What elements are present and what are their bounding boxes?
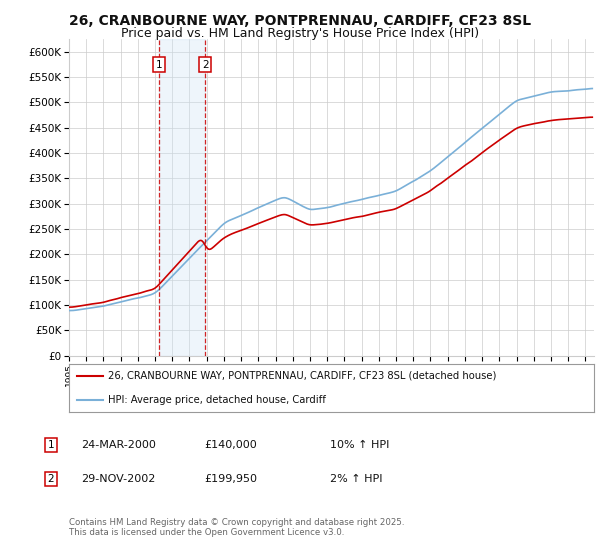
Text: Price paid vs. HM Land Registry's House Price Index (HPI): Price paid vs. HM Land Registry's House … — [121, 27, 479, 40]
Text: 29-NOV-2002: 29-NOV-2002 — [81, 474, 155, 484]
Text: 1: 1 — [47, 440, 55, 450]
Text: 10% ↑ HPI: 10% ↑ HPI — [330, 440, 389, 450]
Text: 26, CRANBOURNE WAY, PONTPRENNAU, CARDIFF, CF23 8SL: 26, CRANBOURNE WAY, PONTPRENNAU, CARDIFF… — [69, 14, 531, 28]
Text: 2: 2 — [47, 474, 55, 484]
Text: HPI: Average price, detached house, Cardiff: HPI: Average price, detached house, Card… — [109, 395, 326, 405]
Text: £199,950: £199,950 — [204, 474, 257, 484]
Bar — [159, 39, 205, 356]
Text: 2: 2 — [202, 59, 208, 69]
Text: 26, CRANBOURNE WAY, PONTPRENNAU, CARDIFF, CF23 8SL (detached house): 26, CRANBOURNE WAY, PONTPRENNAU, CARDIFF… — [109, 371, 497, 381]
Text: £140,000: £140,000 — [204, 440, 257, 450]
Text: 2% ↑ HPI: 2% ↑ HPI — [330, 474, 383, 484]
Text: Contains HM Land Registry data © Crown copyright and database right 2025.
This d: Contains HM Land Registry data © Crown c… — [69, 518, 404, 538]
Text: 1: 1 — [156, 59, 163, 69]
Text: 24-MAR-2000: 24-MAR-2000 — [81, 440, 156, 450]
